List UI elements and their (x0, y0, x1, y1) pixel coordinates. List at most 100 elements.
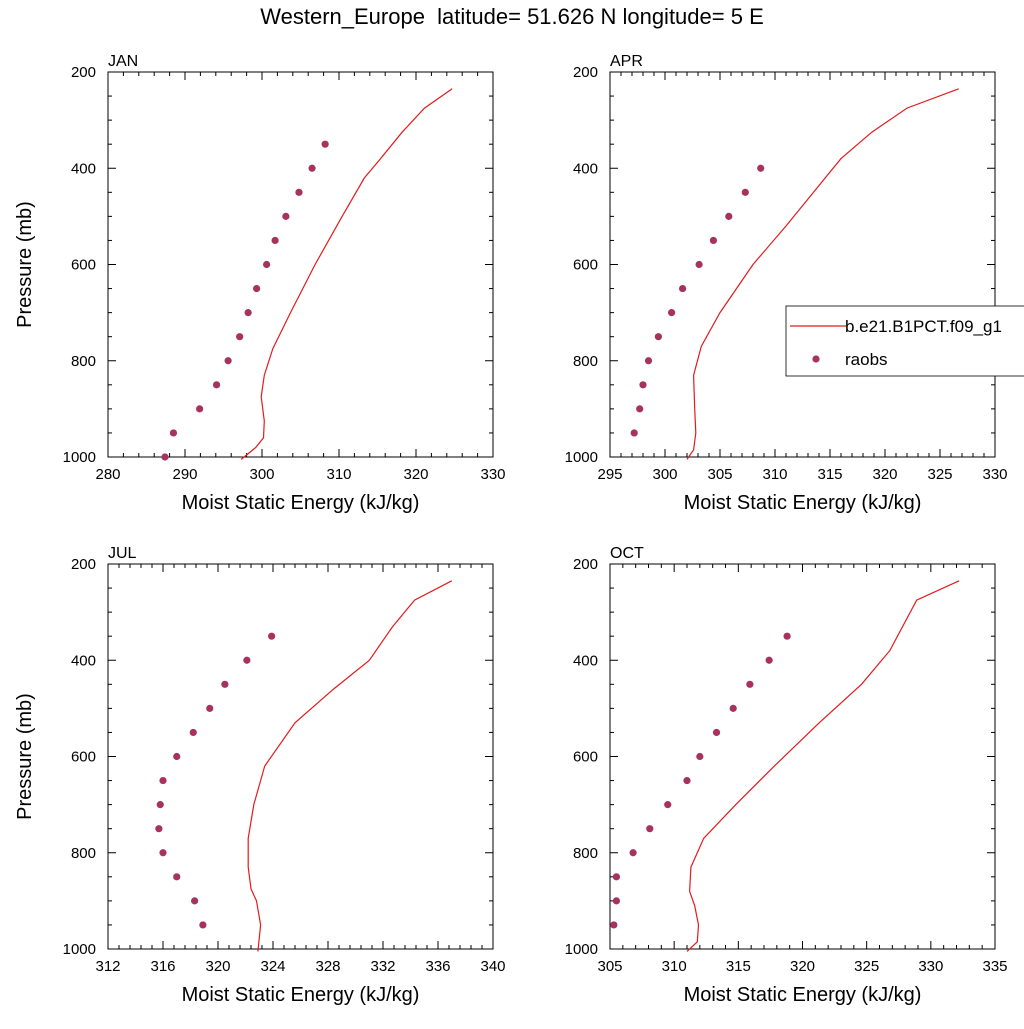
raobs-point (189, 728, 197, 737)
raobs-point (683, 776, 691, 785)
x-tick-label: 295 (597, 466, 622, 483)
x-axis-label: Moist Static Energy (kJ/kg) (684, 984, 922, 1006)
x-tick-label: 340 (480, 958, 505, 975)
y-tick-label: 1000 (63, 449, 96, 466)
raobs-point (629, 849, 637, 857)
y-tick-label: 200 (71, 556, 96, 573)
raobs-point (271, 236, 279, 245)
raobs-point (268, 632, 276, 640)
y-tick-label: 400 (71, 160, 96, 177)
y-tick-label: 400 (71, 652, 96, 669)
raobs-point (646, 825, 654, 833)
model-line (247, 580, 453, 952)
y-tick-label: 1000 (63, 941, 96, 958)
panel-label: JUL (108, 545, 137, 562)
panel-jan: JAN 280 290 300 310 320 330 200 400 600 800 1000 Moi… (14, 53, 506, 514)
raobs-point (206, 704, 214, 712)
x-tick-label: 300 (652, 466, 677, 483)
y-tick-label: 200 (573, 556, 598, 573)
y-tick-label: 600 (573, 749, 598, 766)
plot-frame (107, 563, 494, 950)
raobs-point (263, 260, 271, 269)
x-tick-label: 305 (707, 466, 732, 483)
raobs-point (610, 921, 618, 929)
raobs-point (173, 873, 181, 881)
x-tick-label: 315 (726, 958, 751, 975)
x-tick-label: 320 (403, 466, 428, 483)
raobs-point (169, 429, 178, 437)
x-tick-label: 328 (315, 958, 340, 975)
plot-frame (107, 71, 494, 458)
legend-obs-label: raobs (845, 350, 888, 369)
raobs-point (196, 405, 204, 413)
y-tick-label: 600 (573, 257, 598, 274)
raobs-point (244, 309, 252, 317)
x-tick-label: 325 (854, 958, 879, 975)
x-tick-label: 310 (662, 958, 687, 975)
raobs-point (679, 284, 687, 293)
y-tick-label: 800 (71, 845, 96, 862)
x-tick-label: 320 (872, 466, 897, 483)
raobs-point (156, 801, 164, 809)
y-tick-label: 200 (573, 64, 598, 81)
legend-model-label: b.e21.B1PCT.f09_g1 (845, 317, 1002, 336)
raobs-point (636, 405, 644, 413)
raobs-point (712, 728, 721, 737)
x-tick-label: 280 (95, 466, 120, 483)
x-tick-label: 330 (982, 466, 1007, 483)
x-tick-label: 300 (249, 466, 274, 483)
y-tick-label: 200 (71, 64, 96, 81)
raobs-point (664, 801, 672, 809)
y-tick-label: 400 (573, 160, 598, 177)
raobs-point (757, 164, 765, 172)
raobs-point (630, 429, 638, 437)
model-line (686, 580, 960, 952)
raobs-point (155, 825, 163, 833)
y-tick-label: 800 (573, 353, 598, 370)
plot-frame (609, 563, 996, 950)
x-tick-label: 332 (370, 958, 395, 975)
x-tick-label: 320 (790, 958, 815, 975)
x-tick-label: 310 (762, 466, 787, 483)
raobs-point (236, 333, 244, 341)
x-tick-label: 310 (326, 466, 351, 483)
x-tick-label: 316 (150, 958, 175, 975)
raobs-point (295, 188, 303, 196)
raobs-point (783, 632, 791, 640)
panel-apr: APR 295 300 305 310 315 320 325 330 200 400 600 800 1… (565, 53, 1008, 514)
legend-box (785, 305, 1024, 377)
x-axis-label: Moist Static Energy (kJ/kg) (182, 492, 420, 514)
panel-oct: OCT 305 310 315 320 325 330 335 200 400 600 800 1000… (565, 545, 1008, 1006)
x-tick-label: 324 (260, 958, 285, 975)
y-tick-label: 600 (71, 749, 96, 766)
raobs-point (765, 656, 773, 664)
raobs-point (221, 680, 229, 688)
x-tick-label: 336 (425, 958, 450, 975)
raobs-point (161, 453, 169, 461)
raobs-point (191, 897, 199, 905)
y-tick-label: 1000 (565, 449, 598, 466)
raobs-point (243, 656, 251, 664)
x-tick-label: 312 (95, 958, 120, 975)
y-tick-label: 800 (573, 845, 598, 862)
x-tick-label: 330 (480, 466, 505, 483)
panel-label: OCT (610, 545, 644, 562)
raobs-point (199, 921, 207, 929)
y-axis-label: Pressure (mb) (14, 693, 36, 820)
raobs-point (612, 873, 621, 881)
x-tick-label: 325 (927, 466, 952, 483)
model-line (240, 88, 453, 460)
raobs-point (695, 260, 703, 269)
raobs-point (159, 849, 167, 857)
raobs-point (321, 140, 329, 148)
raobs-point (308, 164, 316, 172)
figure-title: Western_Europe latitude= 51.626 N longit… (260, 4, 764, 29)
panel-label: JAN (108, 53, 138, 70)
x-tick-label: 290 (172, 466, 197, 483)
raobs-point (709, 236, 718, 245)
raobs-point (253, 284, 261, 293)
y-tick-label: 1000 (565, 941, 598, 958)
x-tick-label: 315 (817, 466, 842, 483)
